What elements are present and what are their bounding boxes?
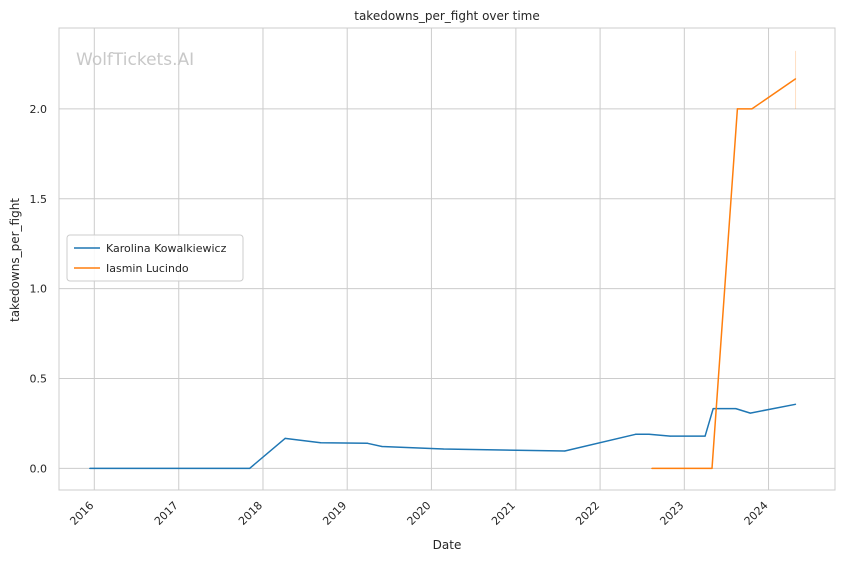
series-lines — [89, 50, 797, 470]
legend-label-iasmin: Iasmin Lucindo — [106, 262, 189, 275]
data-point — [248, 467, 251, 470]
y-tick-label: 2.0 — [30, 103, 48, 116]
plot-frame — [58, 27, 836, 491]
chart-title: takedowns_per_fight over time — [354, 9, 540, 23]
series-line-1 — [651, 78, 796, 470]
legend-frame — [66, 234, 244, 282]
y-tick-label: 1.0 — [30, 283, 48, 296]
data-point — [564, 450, 566, 452]
x-tick-label: 2023 — [657, 499, 686, 528]
data-point — [381, 445, 383, 448]
data-point — [442, 448, 445, 450]
x-tick-label: 2019 — [320, 499, 349, 528]
y-tick-label: 0.0 — [30, 462, 48, 475]
data-point — [366, 442, 369, 444]
data-point — [669, 435, 671, 437]
data-point — [751, 108, 753, 110]
data-point — [320, 442, 322, 444]
data-point — [89, 467, 91, 470]
watermark-text: WolfTickets.AI — [76, 50, 194, 70]
data-point — [735, 407, 737, 410]
data-point — [794, 78, 797, 80]
y-axis-label: takedowns_per_fight — [8, 198, 22, 322]
x-tick-label: 2022 — [573, 499, 602, 528]
data-point — [284, 437, 286, 440]
axis-ticks: 2016 2017 2018 2019 2020 2021 2022 2023 2024 0.0 0… — [30, 103, 771, 528]
x-tick-label: 2020 — [405, 499, 434, 528]
legend-label-karolina: Karolina Kowalkiewicz — [106, 242, 227, 255]
x-tick-label: 2018 — [236, 499, 265, 528]
x-tick-label: 2021 — [489, 499, 518, 528]
legend: Karolina Kowalkiewicz Iasmin Lucindo — [66, 234, 244, 282]
data-point — [712, 407, 714, 410]
data-point — [794, 403, 797, 405]
data-point — [749, 412, 751, 414]
x-tick-label: 2024 — [742, 499, 771, 528]
data-point — [736, 108, 738, 110]
data-point — [711, 467, 713, 470]
data-point — [651, 467, 653, 470]
data-point — [635, 433, 637, 435]
data-point — [648, 433, 650, 435]
y-tick-label: 0.5 — [30, 373, 48, 386]
x-axis-label: Date — [433, 538, 462, 552]
x-tick-label: 2016 — [67, 499, 96, 528]
x-tick-label: 2017 — [152, 499, 181, 528]
y-tick-label: 1.5 — [30, 193, 48, 206]
series-line-0 — [89, 403, 796, 470]
data-point — [704, 435, 706, 437]
